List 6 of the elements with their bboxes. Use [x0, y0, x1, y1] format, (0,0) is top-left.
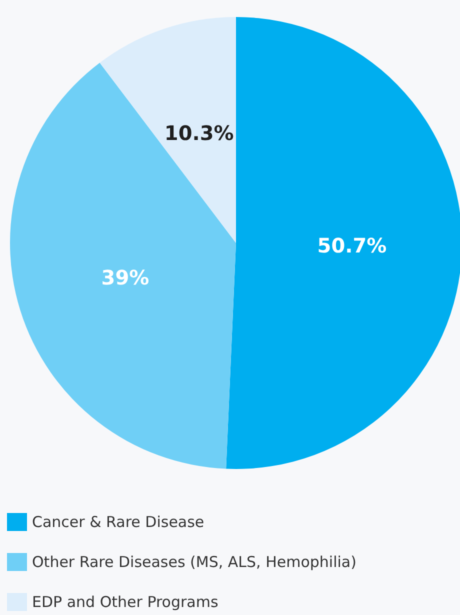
legend-label: Cancer & Rare Disease	[32, 513, 204, 531]
data-label: 10.3%	[164, 121, 234, 146]
data-label: 50.7%	[317, 234, 387, 258]
legend-label: Other Rare Diseases (MS, ALS, Hemophilia)	[32, 553, 356, 571]
legend-label: EDP and Other Programs	[32, 593, 218, 611]
data-label: 39%	[101, 265, 150, 290]
